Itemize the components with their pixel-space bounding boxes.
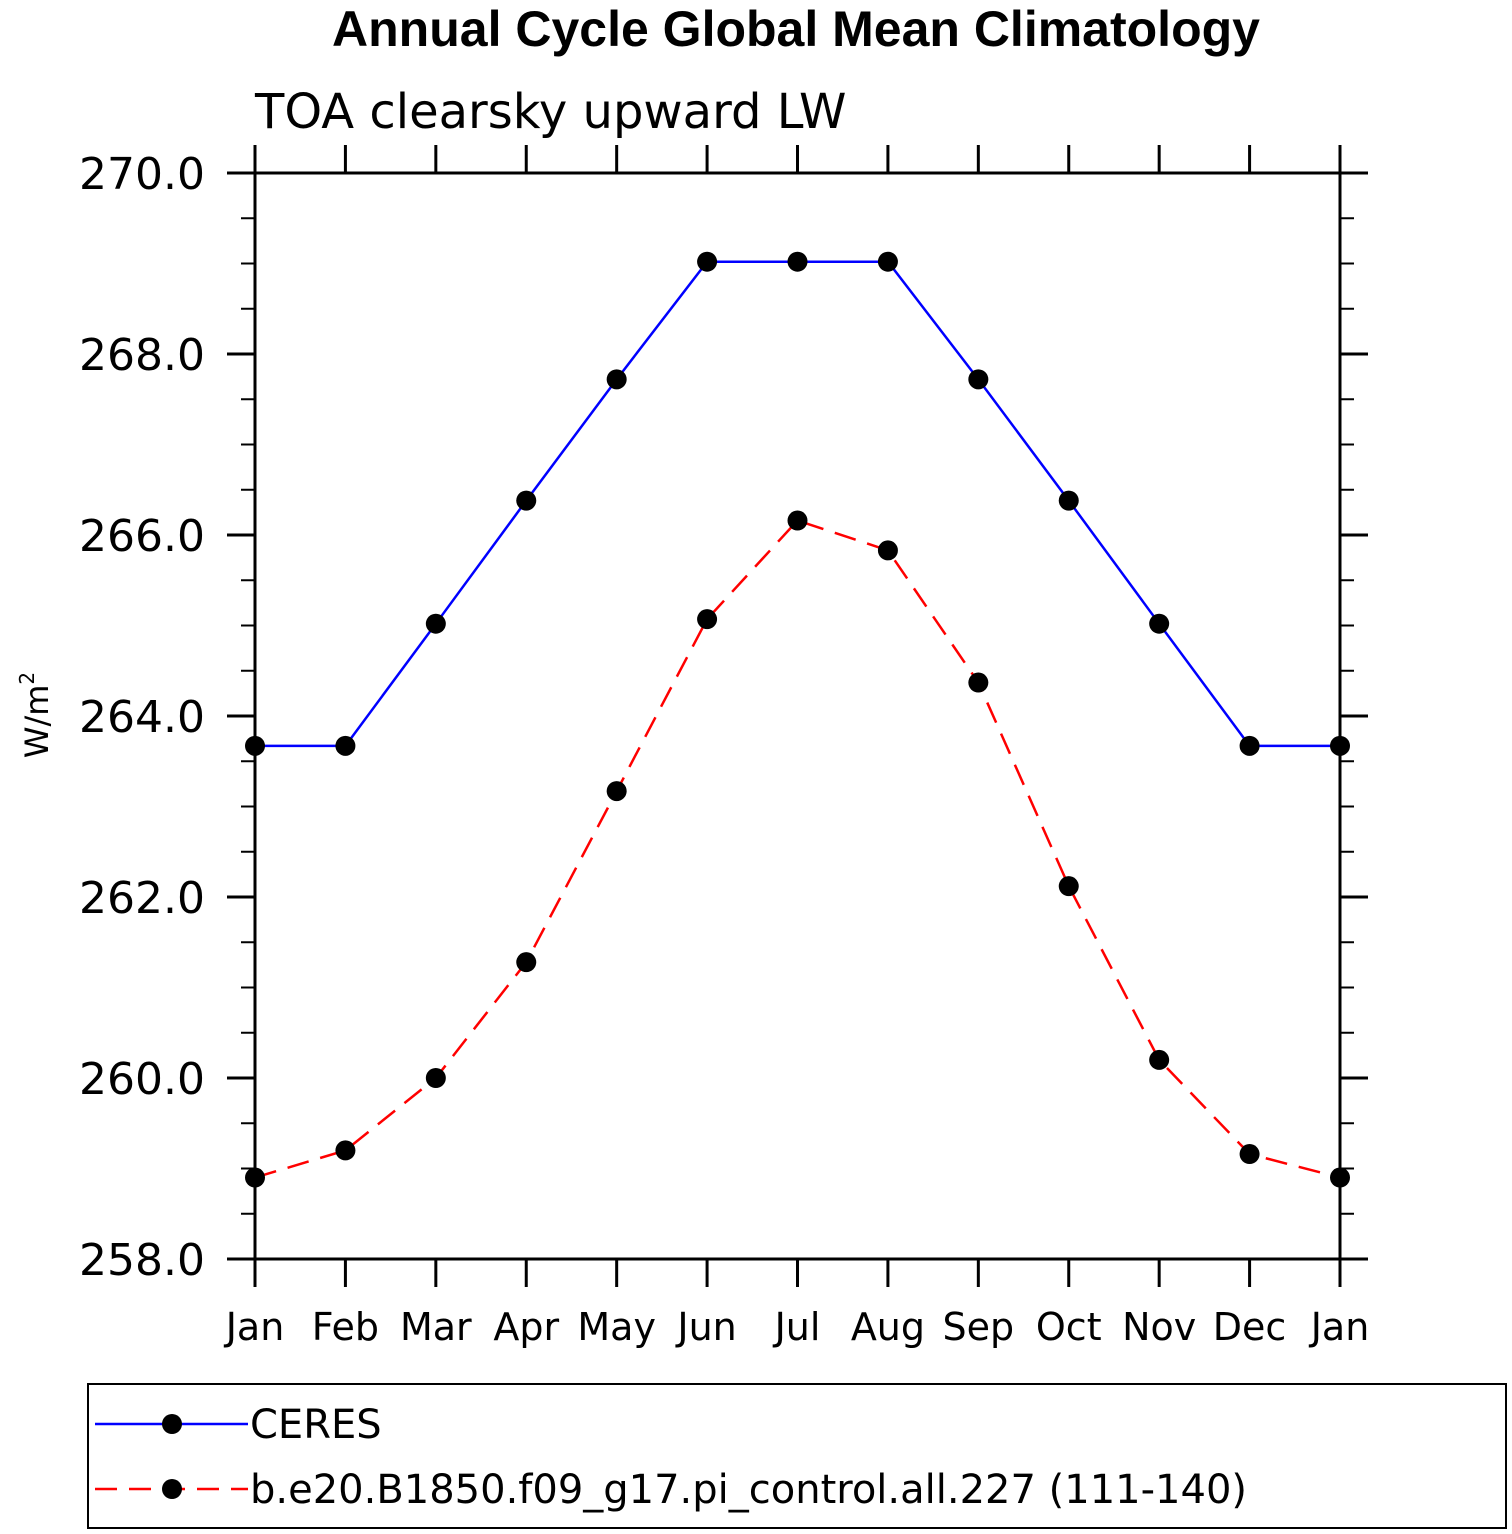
series-0-point <box>697 251 718 272</box>
chart-subtitle: TOA clearsky upward LW <box>254 84 847 140</box>
series-1-point <box>697 609 718 630</box>
y-tick-label: 258.0 <box>79 1235 205 1286</box>
series-1-point <box>1330 1167 1350 1188</box>
y-tick-labels: 258.0 260.0 262.0 264.0 266.0 268.0 270.0 <box>79 149 205 1286</box>
y-axis-label-superscript: 2 <box>15 672 39 685</box>
chart-title: Annual Cycle Global Mean Climatology <box>332 1 1260 57</box>
legend-label-1: b.e20.B1850.f09_g17.pi_control.all.227 (… <box>250 1467 1247 1513</box>
series-0-point <box>1239 735 1260 756</box>
series-layer <box>245 251 1350 1188</box>
x-tick-label: Jan <box>1309 1305 1370 1349</box>
legend-box <box>87 1383 1507 1529</box>
series-0-point <box>606 369 627 390</box>
legend-label-0: CERES <box>250 1402 382 1448</box>
x-tick-label: Sep <box>943 1305 1015 1349</box>
y-tick-label: 262.0 <box>79 873 205 924</box>
series-1-point <box>425 1068 446 1088</box>
y-axis-label-text: W/m <box>18 685 56 759</box>
series-1-point <box>516 952 537 973</box>
series-0-point <box>245 735 265 756</box>
axis-ticks <box>227 145 1368 1287</box>
y-tick-label: 268.0 <box>79 330 205 381</box>
plot-frame <box>253 171 1342 1261</box>
x-tick-label: Jan <box>224 1305 285 1349</box>
y-axis-label: W/m2 <box>15 672 56 758</box>
x-tick-label: Aug <box>851 1305 925 1349</box>
series-1-point <box>606 781 627 802</box>
series-1-point <box>1149 1049 1170 1070</box>
series-1-point <box>968 672 989 693</box>
series-1-point <box>1058 876 1079 897</box>
legend-entries: CERES b.e20.B1850.f09_g17.pi_control.all.… <box>95 1402 1247 1513</box>
series-0-point <box>1330 735 1350 756</box>
x-tick-label: Oct <box>1036 1305 1102 1349</box>
x-tick-label: Jun <box>675 1305 736 1349</box>
series-1-point <box>1239 1144 1260 1165</box>
x-tick-label: Dec <box>1213 1305 1287 1349</box>
series-1-point <box>877 540 898 561</box>
series-0-point <box>787 251 808 272</box>
series-0-point <box>1058 490 1079 511</box>
series-0-point <box>1149 613 1170 634</box>
series-0-point <box>425 613 446 634</box>
x-tick-label: Jul <box>773 1305 821 1349</box>
legend: CERES b.e20.B1850.f09_g17.pi_control.all.… <box>87 1383 1507 1529</box>
x-tick-label: Nov <box>1122 1305 1196 1349</box>
series-0-point <box>968 369 989 390</box>
series-line-0 <box>255 260 1340 748</box>
x-tick-label: Mar <box>400 1305 472 1349</box>
series-0-point <box>877 251 898 272</box>
x-tick-label: Feb <box>312 1305 379 1349</box>
legend-marker-1 <box>162 1479 182 1499</box>
x-tick-label: Apr <box>493 1305 559 1349</box>
series-1-point <box>245 1167 265 1188</box>
series-1-point <box>787 510 808 531</box>
svg-text:W/m2: W/m2 <box>15 672 56 758</box>
x-tick-labels: Jan Feb Mar Apr May Jun Jul Aug Sep Oct Nov Dec Jan <box>224 1305 1370 1349</box>
x-tick-label: May <box>577 1305 656 1349</box>
series-0-point <box>335 735 356 756</box>
series-1-point <box>335 1140 356 1161</box>
legend-marker-0 <box>162 1414 182 1434</box>
y-tick-label: 270.0 <box>79 149 205 200</box>
series-line-1 <box>254 519 1341 1179</box>
y-tick-label: 266.0 <box>79 511 205 562</box>
y-tick-label: 260.0 <box>79 1054 205 1105</box>
y-tick-label: 264.0 <box>79 692 205 743</box>
series-0-point <box>516 490 537 511</box>
